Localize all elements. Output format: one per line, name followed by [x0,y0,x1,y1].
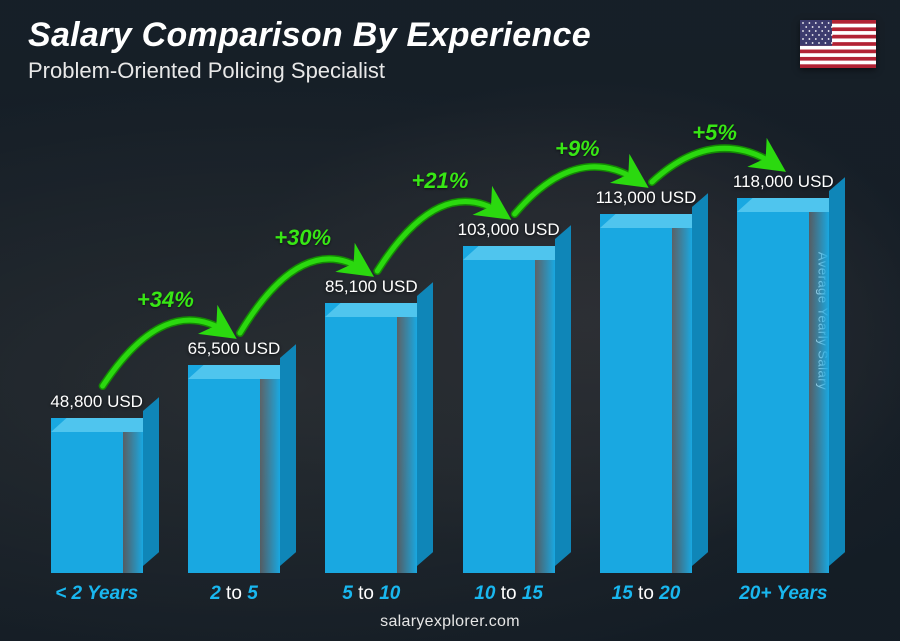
x-cat-post: 5 [247,583,258,604]
bar-slot: 118,000 USD [715,100,852,573]
bar-front [463,246,555,573]
bar [737,198,829,573]
bar-slot: 103,000 USD [440,100,577,573]
bar-slot: 113,000 USD [577,100,714,573]
bar-front [600,214,692,573]
x-category: 10 to 15 [440,583,577,605]
bar-front [51,418,143,573]
chart-title: Salary Comparison By Experience [28,16,591,55]
bar [325,303,417,573]
us-flag-icon [800,20,876,68]
bar-value-label: 113,000 USD [596,188,697,208]
x-cat-post: 15 [522,583,543,604]
x-cat-mid: to [221,583,247,604]
bar-chart: 48,800 USD 65,500 USD 85,100 USD 103,000 US… [20,100,860,573]
x-category: 20+ Years [715,583,852,605]
bar [600,214,692,573]
bar-value-label: 85,100 USD [325,277,418,297]
bar-front [325,303,417,573]
x-cat-post: 10 [379,583,400,604]
x-category: < 2 Years [28,583,165,605]
bar [463,246,555,573]
bar [188,365,280,573]
x-cat-pre: 5 [342,583,353,604]
chart-subtitle: Problem-Oriented Policing Specialist [28,58,385,84]
bar-side [417,282,433,566]
bar-value-label: 103,000 USD [458,220,560,240]
bars-container: 48,800 USD 65,500 USD 85,100 USD 103,000 US… [20,100,860,573]
x-cat-mid: to [633,583,659,604]
bar-value-label: 48,800 USD [50,392,143,412]
bar [51,418,143,573]
x-cat-post: Years [771,583,827,604]
bar-front [188,365,280,573]
x-cat-post: 20 [659,583,680,604]
bar-slot: 85,100 USD [303,100,440,573]
bar-value-label: 118,000 USD [733,172,834,192]
x-cat-post: Years [82,583,138,604]
x-cat-mid: to [495,583,521,604]
infographic-stage: Salary Comparison By Experience Problem-… [0,0,900,641]
bar-slot: 65,500 USD [165,100,302,573]
x-cat-pre: 15 [612,583,633,604]
x-cat-mid: to [353,583,379,604]
x-cat-pre: 10 [474,583,495,604]
bar-slot: 48,800 USD [28,100,165,573]
bar-side [692,193,708,566]
bar-side [143,397,159,566]
bar-side [280,344,296,566]
x-category: 15 to 20 [577,583,714,605]
x-cat-pre: < 2 [55,583,82,604]
x-category: 5 to 10 [303,583,440,605]
bar-side [829,177,845,566]
x-cat-pre: 20+ [739,583,771,604]
bar-front [737,198,829,573]
x-category: 2 to 5 [165,583,302,605]
bar-value-label: 65,500 USD [188,339,281,359]
x-axis: < 2 Years2 to 55 to 1010 to 1515 to 2020… [20,583,860,605]
footer-attribution: salaryexplorer.com [0,613,900,631]
x-cat-pre: 2 [210,583,221,604]
bar-side [555,225,571,566]
